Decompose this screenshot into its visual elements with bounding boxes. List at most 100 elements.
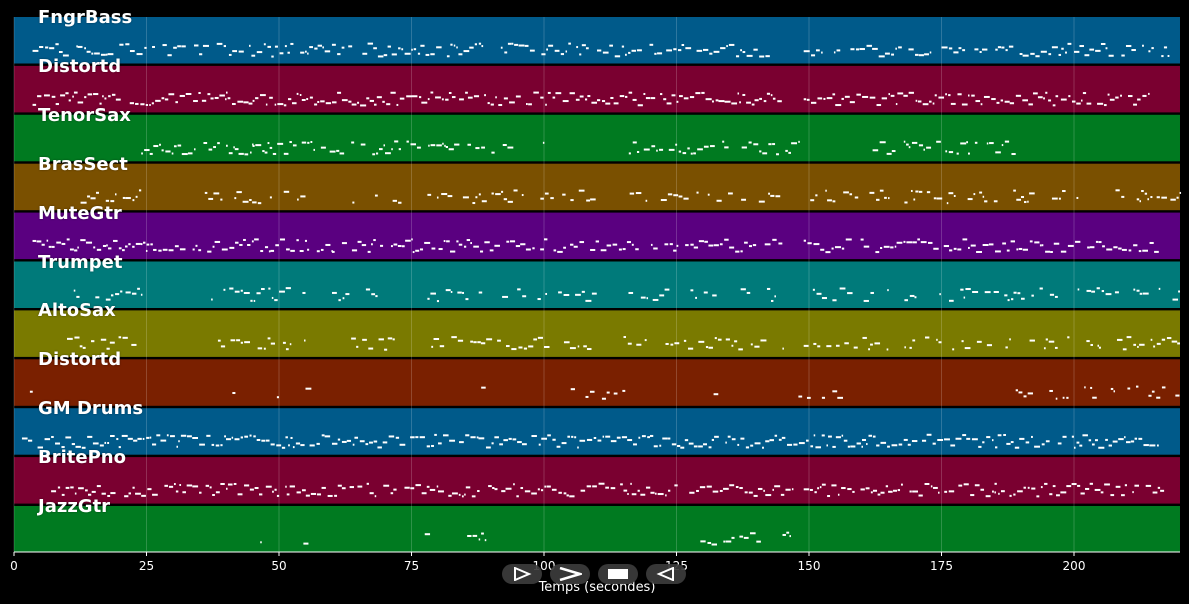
note bbox=[993, 200, 998, 203]
note bbox=[938, 96, 945, 99]
note bbox=[144, 46, 147, 49]
note bbox=[917, 100, 922, 103]
note bbox=[339, 152, 345, 155]
note bbox=[79, 345, 83, 348]
note bbox=[750, 343, 753, 346]
note bbox=[518, 346, 523, 349]
note bbox=[852, 490, 855, 493]
note bbox=[484, 539, 487, 542]
note bbox=[327, 494, 333, 497]
note bbox=[640, 493, 646, 496]
note bbox=[546, 485, 551, 488]
note bbox=[480, 342, 486, 345]
note bbox=[110, 492, 116, 495]
note bbox=[1067, 336, 1070, 339]
note bbox=[646, 297, 649, 300]
note bbox=[569, 347, 576, 350]
play-outline-button[interactable] bbox=[502, 564, 542, 584]
note bbox=[1082, 434, 1088, 437]
note bbox=[903, 140, 906, 143]
note bbox=[765, 494, 772, 497]
note bbox=[976, 250, 983, 253]
note bbox=[285, 436, 288, 439]
note bbox=[880, 441, 887, 444]
note bbox=[61, 242, 66, 245]
note bbox=[570, 388, 575, 391]
note bbox=[207, 93, 211, 96]
note bbox=[856, 93, 861, 96]
note bbox=[776, 153, 779, 156]
note bbox=[341, 99, 348, 102]
note bbox=[834, 246, 842, 249]
note bbox=[104, 97, 107, 100]
note bbox=[390, 245, 393, 248]
note bbox=[590, 248, 596, 251]
reverse-button[interactable] bbox=[646, 564, 686, 584]
note bbox=[1108, 54, 1114, 57]
note bbox=[821, 51, 823, 54]
note bbox=[739, 487, 743, 490]
note bbox=[1011, 153, 1016, 156]
note bbox=[915, 190, 919, 193]
note bbox=[904, 201, 908, 204]
note bbox=[416, 146, 421, 149]
note bbox=[1074, 50, 1080, 53]
note bbox=[925, 336, 930, 339]
note bbox=[1045, 250, 1051, 253]
note bbox=[487, 102, 490, 105]
note bbox=[503, 439, 508, 442]
note bbox=[1121, 494, 1125, 497]
note bbox=[1098, 241, 1102, 244]
note bbox=[995, 48, 998, 51]
note bbox=[622, 389, 626, 392]
track-label: AltoSax bbox=[38, 300, 116, 322]
note bbox=[118, 336, 122, 339]
note bbox=[1138, 250, 1142, 253]
note bbox=[430, 144, 436, 147]
note bbox=[973, 193, 976, 196]
note bbox=[827, 495, 831, 498]
note bbox=[533, 91, 539, 94]
note bbox=[945, 93, 947, 96]
note bbox=[738, 348, 743, 351]
note bbox=[494, 244, 500, 247]
note bbox=[131, 343, 137, 346]
note bbox=[132, 245, 135, 248]
note bbox=[924, 53, 929, 56]
note bbox=[1003, 433, 1006, 436]
note bbox=[791, 142, 797, 145]
note bbox=[513, 483, 515, 486]
note bbox=[69, 248, 74, 251]
note bbox=[547, 434, 551, 437]
track-label: Trumpet bbox=[38, 251, 123, 273]
note bbox=[1156, 196, 1160, 199]
note bbox=[876, 198, 880, 201]
note bbox=[1094, 439, 1098, 442]
note bbox=[922, 103, 929, 106]
stop-button[interactable] bbox=[598, 564, 638, 584]
note bbox=[305, 50, 307, 53]
note bbox=[274, 45, 278, 48]
note bbox=[920, 241, 927, 244]
note bbox=[296, 239, 299, 242]
note bbox=[459, 441, 464, 444]
note bbox=[719, 489, 723, 492]
note bbox=[917, 238, 920, 241]
play-outline-icon bbox=[514, 567, 532, 581]
note bbox=[1000, 490, 1005, 493]
note bbox=[625, 53, 627, 56]
note bbox=[865, 487, 870, 490]
note bbox=[100, 338, 107, 341]
note bbox=[234, 290, 240, 293]
note bbox=[976, 340, 982, 343]
note bbox=[77, 101, 84, 104]
note bbox=[744, 241, 748, 244]
note bbox=[610, 440, 617, 443]
note bbox=[1021, 297, 1025, 300]
note bbox=[623, 489, 628, 492]
note bbox=[994, 482, 997, 485]
note bbox=[155, 99, 161, 102]
forward-button[interactable] bbox=[550, 564, 590, 584]
note bbox=[1142, 94, 1147, 97]
note bbox=[583, 345, 587, 348]
